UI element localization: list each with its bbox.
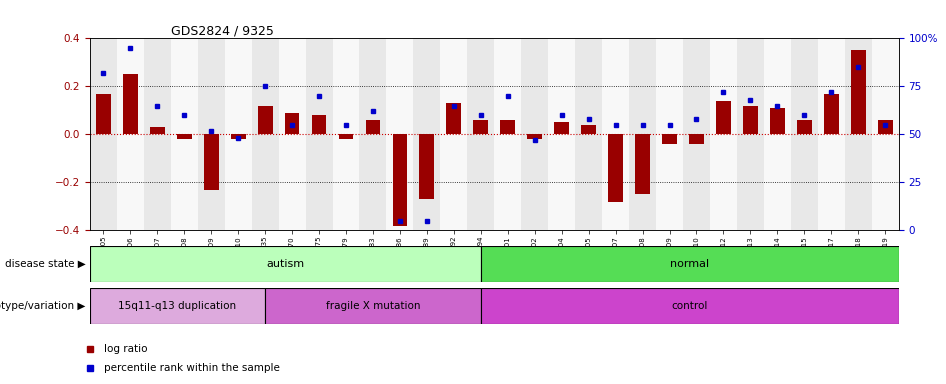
Text: log ratio: log ratio xyxy=(104,344,148,354)
Text: disease state ▶: disease state ▶ xyxy=(5,259,85,269)
Bar xyxy=(231,134,246,139)
Bar xyxy=(689,134,704,144)
Bar xyxy=(149,127,165,134)
Bar xyxy=(602,38,629,230)
Text: GDS2824 / 9325: GDS2824 / 9325 xyxy=(170,24,273,37)
Bar xyxy=(878,120,893,134)
Bar xyxy=(170,38,198,230)
Bar xyxy=(500,120,516,134)
Bar xyxy=(481,246,899,282)
Bar xyxy=(117,38,144,230)
Bar xyxy=(743,106,758,134)
Bar xyxy=(177,134,192,139)
Bar xyxy=(608,134,623,202)
Bar xyxy=(144,38,170,230)
Bar xyxy=(123,74,138,134)
Text: 15q11-q13 duplication: 15q11-q13 duplication xyxy=(118,301,236,311)
Bar xyxy=(278,38,306,230)
Bar xyxy=(737,38,763,230)
Bar xyxy=(473,120,488,134)
Text: genotype/variation ▶: genotype/variation ▶ xyxy=(0,301,85,311)
Bar xyxy=(554,122,569,134)
Bar xyxy=(871,38,899,230)
Bar xyxy=(440,38,467,230)
Bar xyxy=(365,120,380,134)
Bar xyxy=(90,288,265,324)
Bar xyxy=(716,101,731,134)
Bar xyxy=(656,38,683,230)
Bar xyxy=(845,38,871,230)
Bar xyxy=(413,38,440,230)
Bar xyxy=(850,50,866,134)
Text: control: control xyxy=(672,301,708,311)
Bar xyxy=(494,38,521,230)
Text: fragile X mutation: fragile X mutation xyxy=(325,301,420,311)
Bar xyxy=(635,134,650,194)
Bar xyxy=(359,38,386,230)
Bar xyxy=(252,38,278,230)
Bar xyxy=(386,38,413,230)
Bar xyxy=(96,94,111,134)
Bar xyxy=(683,38,710,230)
Text: autism: autism xyxy=(266,259,305,269)
Bar xyxy=(763,38,791,230)
Bar xyxy=(797,120,812,134)
Bar xyxy=(575,38,602,230)
Bar xyxy=(311,115,326,134)
Bar xyxy=(306,38,332,230)
Bar xyxy=(467,38,494,230)
Bar xyxy=(90,38,116,230)
Bar xyxy=(581,125,596,134)
Bar xyxy=(481,288,899,324)
Bar xyxy=(817,38,845,230)
Bar xyxy=(527,134,542,139)
Bar xyxy=(447,103,462,134)
Bar xyxy=(419,134,434,199)
Bar xyxy=(203,134,219,190)
Bar xyxy=(770,108,785,134)
Bar xyxy=(90,246,481,282)
Bar xyxy=(265,288,481,324)
Bar xyxy=(198,38,224,230)
Bar xyxy=(791,38,817,230)
Bar xyxy=(393,134,408,225)
Bar xyxy=(548,38,575,230)
Bar xyxy=(285,113,300,134)
Text: normal: normal xyxy=(670,259,710,269)
Bar xyxy=(332,38,359,230)
Bar xyxy=(224,38,252,230)
Bar xyxy=(339,134,354,139)
Bar xyxy=(710,38,737,230)
Text: percentile rank within the sample: percentile rank within the sample xyxy=(104,363,280,373)
Bar xyxy=(629,38,656,230)
Bar xyxy=(257,106,272,134)
Bar xyxy=(521,38,548,230)
Bar xyxy=(662,134,677,144)
Bar xyxy=(824,94,839,134)
